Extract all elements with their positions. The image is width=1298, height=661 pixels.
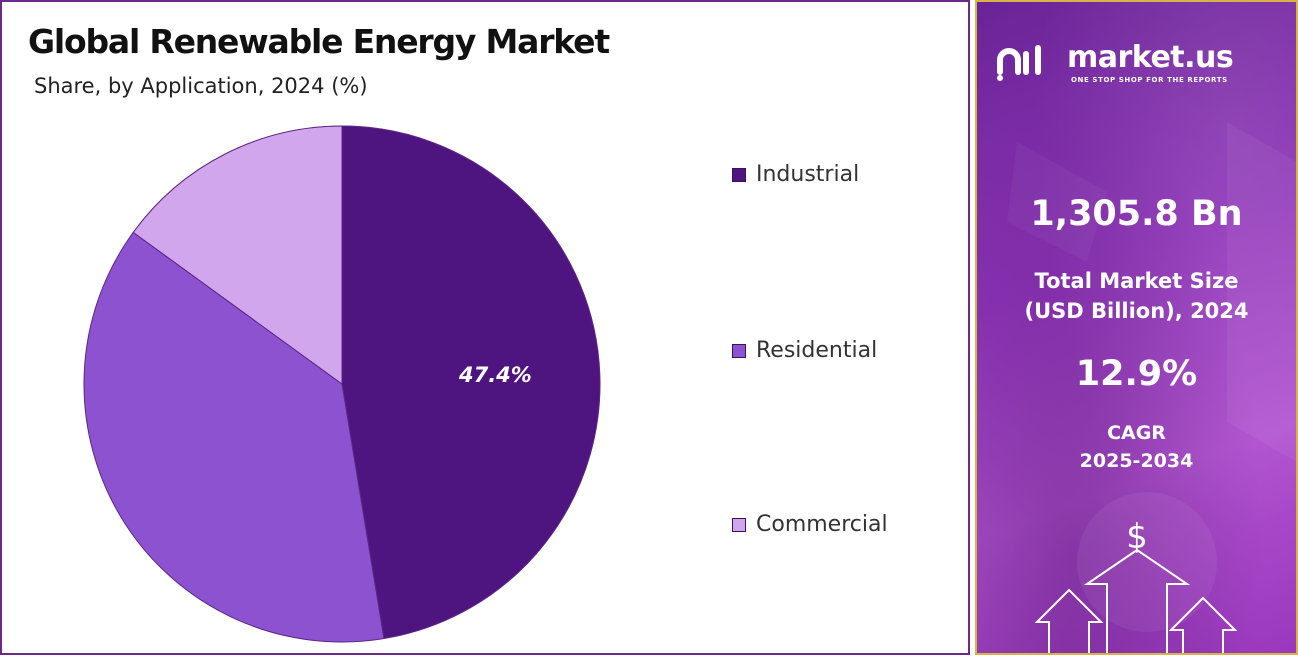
legend-label-residential: Residential [756,338,878,363]
cagr-label-line2: 2025-2034 [1079,450,1194,472]
brand-logo-icon [997,45,1041,81]
legend-swatch-residential [732,343,746,358]
pie-slice-residential [83,231,385,643]
legend-swatch-commercial [732,517,746,532]
chart-panel: Global Renewable Energy Market Share, by… [0,0,970,655]
dollar-icon: $ [1126,517,1148,557]
legend-item-industrial: Industrial [732,162,859,187]
pie-slice-commercial [132,125,343,385]
chart-legend: Industrial Residential Commercial [732,2,962,642]
cagr-label-line1: CAGR [1107,422,1166,444]
background-decoration [1007,122,1296,632]
pie-slice-industrial [341,125,601,640]
legend-item-residential: Residential [732,338,877,363]
market-size-label-line1: Total Market Size [1034,269,1239,293]
data-label-industrial: 47.4% [458,363,532,387]
legend-item-commercial: Commercial [732,512,888,537]
up-arrow-icon [1168,596,1238,653]
up-arrow-icon [1083,548,1191,653]
legend-swatch-industrial [732,167,746,182]
legend-label-commercial: Commercial [756,512,888,537]
market-size-value: 1,305.8 Bn [1030,194,1243,234]
brand-tagline: ONE STOP SHOP FOR THE REPORTS [1071,76,1228,84]
chart-title: Global Renewable Energy Market [28,22,610,61]
chart-subtitle: Share, by Application, 2024 (%) [34,74,368,98]
summary-panel: market.us ONE STOP SHOP FOR THE REPORTS … [975,0,1298,655]
market-size-label-line2: (USD Billion), 2024 [1024,299,1249,323]
up-arrow-icon [1034,588,1104,653]
legend-label-industrial: Industrial [756,162,860,187]
brand-name: market.us [1067,40,1234,75]
brand-logo: market.us ONE STOP SHOP FOR THE REPORTS [995,40,1285,90]
pie-chart: 47.4% [83,125,601,643]
cagr-value: 12.9% [1075,354,1198,394]
growth-graphic: $ [1034,517,1238,653]
